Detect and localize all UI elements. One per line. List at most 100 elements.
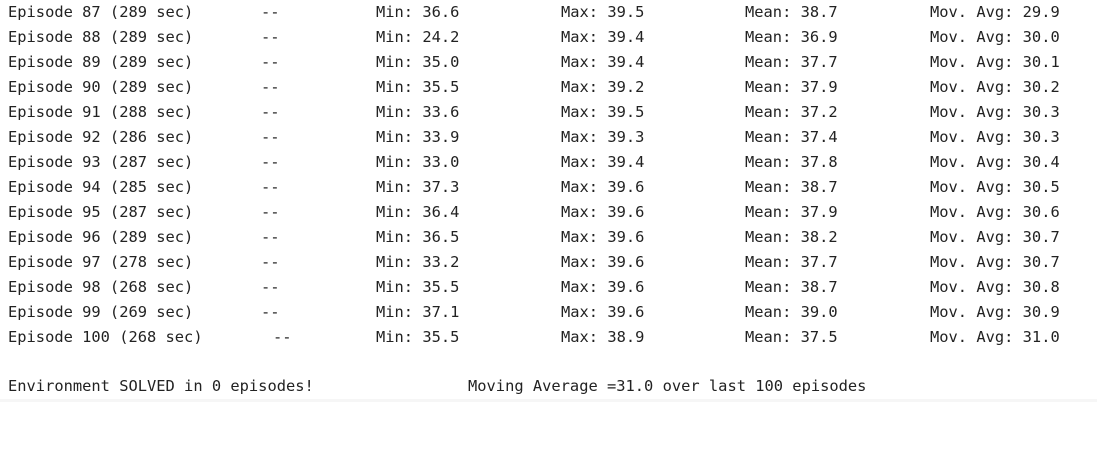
max-score: Max: 39.4 (561, 153, 645, 171)
moving-average: Mov. Avg: 30.8 (930, 278, 1060, 296)
max-score: Max: 39.6 (561, 203, 645, 221)
episode-label: Episode 93 (287 sec) (8, 153, 194, 171)
episode-label: Episode 95 (287 sec) (8, 203, 194, 221)
min-score: Min: 24.2 (376, 28, 460, 46)
log-row: Episode 87 (289 sec) -- Min: 36.6 Max: 3… (0, 0, 1097, 25)
separator: -- (261, 203, 280, 221)
separator: -- (261, 78, 280, 96)
moving-average: Mov. Avg: 30.3 (930, 128, 1060, 146)
moving-average: Mov. Avg: 30.5 (930, 178, 1060, 196)
max-score: Max: 39.2 (561, 78, 645, 96)
moving-average: Mov. Avg: 30.0 (930, 28, 1060, 46)
moving-average: Mov. Avg: 30.9 (930, 303, 1060, 321)
max-score: Max: 39.4 (561, 53, 645, 71)
log-row: Episode 93 (287 sec) -- Min: 33.0 Max: 3… (0, 150, 1097, 175)
moving-average: Mov. Avg: 30.3 (930, 103, 1060, 121)
log-row: Episode 90 (289 sec) -- Min: 35.5 Max: 3… (0, 75, 1097, 100)
min-score: Min: 35.5 (376, 328, 460, 346)
moving-average: Mov. Avg: 30.6 (930, 203, 1060, 221)
mean-score: Mean: 38.2 (745, 228, 838, 246)
episode-label: Episode 99 (269 sec) (8, 303, 194, 321)
min-score: Min: 36.5 (376, 228, 460, 246)
min-score: Min: 33.6 (376, 103, 460, 121)
min-score: Min: 35.5 (376, 78, 460, 96)
max-score: Max: 39.6 (561, 178, 645, 196)
min-score: Min: 35.5 (376, 278, 460, 296)
moving-average: Mov. Avg: 30.1 (930, 53, 1060, 71)
min-score: Min: 33.0 (376, 153, 460, 171)
min-score: Min: 36.6 (376, 3, 460, 21)
mean-score: Mean: 38.7 (745, 3, 838, 21)
moving-average: Mov. Avg: 30.7 (930, 253, 1060, 271)
max-score: Max: 39.5 (561, 103, 645, 121)
mean-score: Mean: 37.2 (745, 103, 838, 121)
max-score: Max: 39.5 (561, 3, 645, 21)
episode-label: Episode 97 (278 sec) (8, 253, 194, 271)
episode-label: Episode 100 (268 sec) (8, 328, 203, 346)
separator: -- (261, 303, 280, 321)
solved-message: Environment SOLVED in 0 episodes! (8, 377, 314, 395)
min-score: Min: 37.1 (376, 303, 460, 321)
log-row: Episode 96 (289 sec) -- Min: 36.5 Max: 3… (0, 225, 1097, 250)
episode-label: Episode 92 (286 sec) (8, 128, 194, 146)
mean-score: Mean: 38.7 (745, 278, 838, 296)
max-score: Max: 39.6 (561, 228, 645, 246)
separator: -- (261, 228, 280, 246)
max-score: Max: 39.6 (561, 303, 645, 321)
separator: -- (261, 103, 280, 121)
separator: -- (261, 278, 280, 296)
log-row: Episode 94 (285 sec) -- Min: 37.3 Max: 3… (0, 175, 1097, 200)
mean-score: Mean: 37.4 (745, 128, 838, 146)
episode-label: Episode 98 (268 sec) (8, 278, 194, 296)
moving-average-message: Moving Average =31.0 over last 100 episo… (468, 377, 867, 395)
episode-label: Episode 94 (285 sec) (8, 178, 194, 196)
min-score: Min: 36.4 (376, 203, 460, 221)
log-row: Episode 91 (288 sec) -- Min: 33.6 Max: 3… (0, 100, 1097, 125)
episode-label: Episode 90 (289 sec) (8, 78, 194, 96)
separator: -- (261, 28, 280, 46)
log-row: Episode 97 (278 sec) -- Min: 33.2 Max: 3… (0, 250, 1097, 275)
moving-average: Mov. Avg: 30.4 (930, 153, 1060, 171)
mean-score: Mean: 37.9 (745, 78, 838, 96)
mean-score: Mean: 36.9 (745, 28, 838, 46)
separator: -- (261, 128, 280, 146)
summary-line: Environment SOLVED in 0 episodes! Moving… (0, 374, 1097, 399)
min-score: Min: 37.3 (376, 178, 460, 196)
log-row: Episode 95 (287 sec) -- Min: 36.4 Max: 3… (0, 200, 1097, 225)
mean-score: Mean: 37.8 (745, 153, 838, 171)
max-score: Max: 39.6 (561, 253, 645, 271)
mean-score: Mean: 37.7 (745, 253, 838, 271)
episode-label: Episode 91 (288 sec) (8, 103, 194, 121)
log-row: Episode 89 (289 sec) -- Min: 35.0 Max: 3… (0, 50, 1097, 75)
output-bottom-divider (0, 399, 1097, 402)
max-score: Max: 39.4 (561, 28, 645, 46)
mean-score: Mean: 37.9 (745, 203, 838, 221)
log-row: Episode 98 (268 sec) -- Min: 35.5 Max: 3… (0, 275, 1097, 300)
episode-label: Episode 96 (289 sec) (8, 228, 194, 246)
mean-score: Mean: 39.0 (745, 303, 838, 321)
min-score: Min: 33.2 (376, 253, 460, 271)
separator: -- (273, 328, 292, 346)
log-row: Episode 99 (269 sec) -- Min: 37.1 Max: 3… (0, 300, 1097, 325)
episode-label: Episode 89 (289 sec) (8, 53, 194, 71)
log-row: Episode 88 (289 sec) -- Min: 24.2 Max: 3… (0, 25, 1097, 50)
episode-label: Episode 87 (289 sec) (8, 3, 194, 21)
separator: -- (261, 153, 280, 171)
separator: -- (261, 178, 280, 196)
max-score: Max: 39.3 (561, 128, 645, 146)
mean-score: Mean: 38.7 (745, 178, 838, 196)
moving-average: Mov. Avg: 31.0 (930, 328, 1060, 346)
log-row: Episode 100 (268 sec) -- Min: 35.5 Max: … (0, 325, 1097, 350)
max-score: Max: 38.9 (561, 328, 645, 346)
moving-average: Mov. Avg: 30.7 (930, 228, 1060, 246)
moving-average: Mov. Avg: 29.9 (930, 3, 1060, 21)
separator: -- (261, 3, 280, 21)
min-score: Min: 35.0 (376, 53, 460, 71)
notebook-output: Episode 87 (289 sec) -- Min: 36.6 Max: 3… (0, 0, 1097, 402)
moving-average: Mov. Avg: 30.2 (930, 78, 1060, 96)
episode-label: Episode 88 (289 sec) (8, 28, 194, 46)
mean-score: Mean: 37.7 (745, 53, 838, 71)
min-score: Min: 33.9 (376, 128, 460, 146)
separator: -- (261, 53, 280, 71)
log-row: Episode 92 (286 sec) -- Min: 33.9 Max: 3… (0, 125, 1097, 150)
